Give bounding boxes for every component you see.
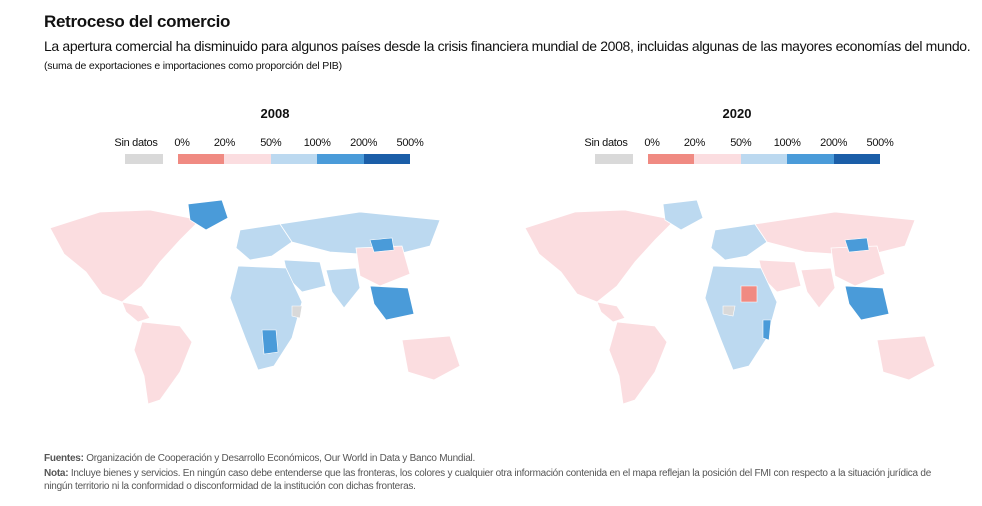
- legend-color-swatch: [694, 154, 741, 164]
- region-southeast-asia: [369, 285, 415, 321]
- region-central-america: [596, 301, 626, 323]
- legend-no-data-swatch: [125, 154, 163, 164]
- region-central-america: [121, 301, 151, 323]
- world-map-svg: [49, 199, 461, 405]
- unit-note: (suma de exportaciones e importaciones c…: [44, 60, 342, 72]
- no-data-accent: [722, 305, 736, 317]
- legend-color-swatch: [224, 154, 271, 164]
- world-map-svg: [524, 199, 936, 405]
- legend-break-label: 0%: [174, 137, 190, 149]
- legend-break-label: 50%: [730, 137, 752, 149]
- southern-africa-accent: [261, 329, 279, 355]
- world-map-2008: [30, 190, 490, 415]
- region-australia: [401, 335, 461, 381]
- chart-title: Retroceso del comercio: [44, 12, 231, 31]
- legend-break-label: 200%: [820, 137, 848, 149]
- sources-line: Fuentes: Organización de Cooperación y D…: [44, 452, 944, 465]
- region-africa: [704, 265, 778, 371]
- region-south-asia: [800, 267, 836, 309]
- legend-color-swatch: [363, 154, 410, 164]
- legend-break-label: 500%: [866, 137, 894, 149]
- region-russia-asia: [279, 211, 441, 257]
- panel-year-2008: 2008: [260, 106, 290, 121]
- region-north-america: [49, 209, 201, 303]
- legend-break-label: 0%: [644, 137, 660, 149]
- region-africa: [229, 265, 303, 371]
- legend-no-data-label: Sin datos: [584, 137, 628, 149]
- region-south-america: [133, 321, 193, 405]
- mongolia-accent: [369, 237, 395, 253]
- region-east-asia: [355, 245, 411, 287]
- sudan-accent: [740, 285, 758, 303]
- footer: Fuentes: Organización de Cooperación y D…: [44, 452, 944, 493]
- note-line: Nota: Incluye bienes y servicios. En nin…: [44, 467, 944, 493]
- legend-break-label: 500%: [396, 137, 424, 149]
- region-greenland: [662, 199, 704, 231]
- legend-2008: Sin datos 0% 20% 50% 100% 200% 500%: [108, 137, 428, 171]
- region-greenland: [187, 199, 229, 231]
- legend-2020: Sin datos 0% 20% 50% 100% 200% 500%: [578, 137, 898, 171]
- panel-year-2020: 2020: [722, 106, 752, 121]
- legend-break-label: 100%: [303, 137, 331, 149]
- legend-break-label: 50%: [260, 137, 282, 149]
- no-data-accent: [291, 305, 303, 319]
- region-north-america: [524, 209, 676, 303]
- region-australia: [876, 335, 936, 381]
- legend-break-label: 20%: [213, 137, 235, 149]
- legend-color-swatch: [317, 154, 364, 164]
- legend-color-swatch: [270, 154, 318, 164]
- legend-color-swatch: [833, 154, 880, 164]
- legend-break-label: 20%: [683, 137, 705, 149]
- world-map-2020: [505, 190, 965, 415]
- legend-break-label: 200%: [350, 137, 378, 149]
- mongolia-accent: [844, 237, 870, 253]
- chart-subtitle: La apertura comercial ha disminuido para…: [44, 38, 971, 54]
- legend-no-data-swatch: [595, 154, 633, 164]
- region-east-asia: [830, 245, 886, 287]
- east-africa-accent: [762, 319, 772, 341]
- note-text: Incluye bienes y servicios. En ningún ca…: [44, 468, 932, 492]
- region-south-asia: [325, 267, 361, 309]
- sources-text: Organización de Cooperación y Desarrollo…: [83, 453, 476, 464]
- sources-label: Fuentes:: [44, 453, 84, 464]
- legend-color-swatch: [740, 154, 788, 164]
- region-southeast-asia: [844, 285, 890, 321]
- legend-no-data-label: Sin datos: [114, 137, 158, 149]
- note-label: Nota:: [44, 468, 69, 479]
- legend-break-label: 100%: [773, 137, 801, 149]
- legend-color-swatch: [787, 154, 834, 164]
- region-russia-asia: [754, 211, 916, 257]
- legend-color-swatch: [648, 154, 695, 164]
- region-south-america: [608, 321, 668, 405]
- legend-color-swatch: [178, 154, 225, 164]
